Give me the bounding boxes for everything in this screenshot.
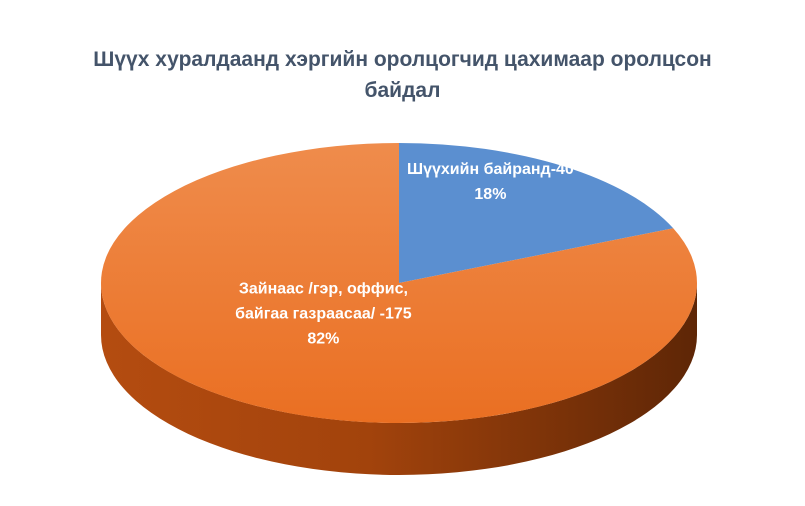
pie-side-wall (101, 283, 697, 475)
slice-2-label-line-2: байгаа газраасаа/ -175 (235, 305, 412, 322)
pie-slice-1 (399, 143, 674, 283)
chart-title-line-2: байдал (364, 79, 441, 102)
slice-2-label-line-1: Зайнаас /гэр, оффис, (239, 280, 408, 297)
slice-1-percent-label: 18% (474, 186, 506, 203)
pie-slice-2 (100, 143, 698, 423)
slice-1-label-line-1: Шүүхийн байранд-40 (407, 161, 574, 178)
pie-top (100, 143, 698, 423)
chart-title-line-1: Шүүх хуралдаанд хэргийн оролцогчид цахим… (93, 48, 712, 71)
pie-labels: Шүүхийн байранд-40 18% Зайнаас /гэр, оффис… (235, 161, 574, 348)
pie-side-surface (101, 283, 697, 475)
slice-2-percent-label: 82% (307, 330, 339, 347)
chart-title: Шүүх хуралдаанд хэргийн оролцогчид цахим… (0, 44, 805, 106)
